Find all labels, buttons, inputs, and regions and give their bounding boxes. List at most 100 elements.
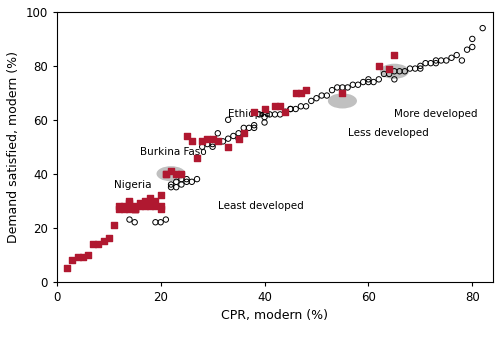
- Point: [182, 133, 190, 139]
- Point: [286, 106, 294, 112]
- Point: [385, 71, 393, 77]
- Point: [276, 112, 284, 117]
- Point: [204, 136, 212, 142]
- Point: [141, 203, 149, 209]
- Point: [375, 63, 383, 69]
- Point: [167, 182, 175, 187]
- Circle shape: [328, 93, 357, 108]
- Point: [152, 203, 160, 209]
- Point: [364, 79, 372, 85]
- Point: [224, 117, 232, 123]
- Point: [250, 109, 258, 114]
- Point: [162, 171, 170, 177]
- Point: [234, 136, 242, 142]
- Point: [126, 206, 134, 212]
- Point: [282, 109, 290, 114]
- Point: [204, 141, 212, 147]
- Point: [359, 79, 367, 85]
- Point: [380, 71, 388, 77]
- Point: [130, 219, 138, 225]
- Point: [375, 77, 383, 82]
- Point: [172, 184, 180, 190]
- Point: [354, 82, 362, 88]
- Point: [224, 136, 232, 142]
- Point: [260, 106, 268, 112]
- Circle shape: [156, 166, 186, 181]
- Point: [136, 200, 144, 206]
- Point: [328, 87, 336, 93]
- Point: [224, 144, 232, 150]
- Point: [130, 203, 138, 209]
- Text: More developed: More developed: [394, 109, 478, 119]
- Point: [193, 176, 201, 182]
- Point: [136, 203, 144, 209]
- Point: [422, 60, 430, 66]
- Point: [208, 136, 216, 142]
- Point: [323, 93, 331, 99]
- Point: [385, 66, 393, 71]
- Point: [271, 104, 279, 109]
- Point: [349, 82, 357, 88]
- Point: [344, 84, 351, 90]
- Point: [276, 104, 284, 109]
- Point: [240, 130, 248, 136]
- Point: [167, 184, 175, 190]
- Point: [442, 58, 450, 64]
- Point: [266, 112, 274, 117]
- Point: [292, 90, 300, 96]
- Point: [126, 200, 134, 206]
- Point: [156, 192, 164, 198]
- Point: [188, 139, 196, 144]
- Point: [182, 176, 190, 182]
- Text: Ethiopia: Ethiopia: [228, 109, 271, 119]
- Point: [302, 104, 310, 109]
- Point: [297, 104, 305, 109]
- Point: [286, 106, 294, 112]
- Point: [271, 112, 279, 117]
- Point: [162, 217, 170, 222]
- Point: [182, 179, 190, 185]
- Point: [115, 206, 123, 212]
- Point: [178, 176, 186, 182]
- Point: [156, 219, 164, 225]
- Point: [141, 200, 149, 206]
- Point: [126, 198, 134, 204]
- Point: [308, 98, 316, 104]
- Point: [302, 87, 310, 93]
- Point: [126, 203, 134, 209]
- Point: [390, 77, 398, 82]
- Point: [126, 217, 134, 222]
- Text: Least developed: Least developed: [218, 201, 304, 211]
- Point: [463, 47, 471, 53]
- Point: [416, 63, 424, 69]
- Y-axis label: Demand satisfied, modern (%): Demand satisfied, modern (%): [7, 51, 20, 243]
- Point: [432, 58, 440, 64]
- Point: [390, 52, 398, 58]
- Point: [478, 25, 486, 31]
- Point: [152, 198, 160, 204]
- Point: [146, 203, 154, 209]
- Point: [338, 84, 346, 90]
- Point: [156, 206, 164, 212]
- Point: [172, 179, 180, 185]
- Point: [448, 55, 456, 61]
- Point: [120, 206, 128, 212]
- Point: [214, 130, 222, 136]
- Text: Nigeria: Nigeria: [114, 179, 152, 190]
- Point: [100, 238, 108, 244]
- Point: [146, 200, 154, 206]
- Point: [297, 90, 305, 96]
- Point: [250, 125, 258, 131]
- Point: [250, 122, 258, 128]
- Point: [432, 60, 440, 66]
- Point: [188, 179, 196, 185]
- Point: [162, 171, 170, 177]
- Point: [130, 206, 138, 212]
- Point: [146, 198, 154, 204]
- Point: [84, 252, 92, 257]
- Point: [172, 171, 180, 177]
- Point: [364, 77, 372, 82]
- Point: [198, 139, 206, 144]
- Point: [141, 198, 149, 204]
- Point: [468, 36, 476, 42]
